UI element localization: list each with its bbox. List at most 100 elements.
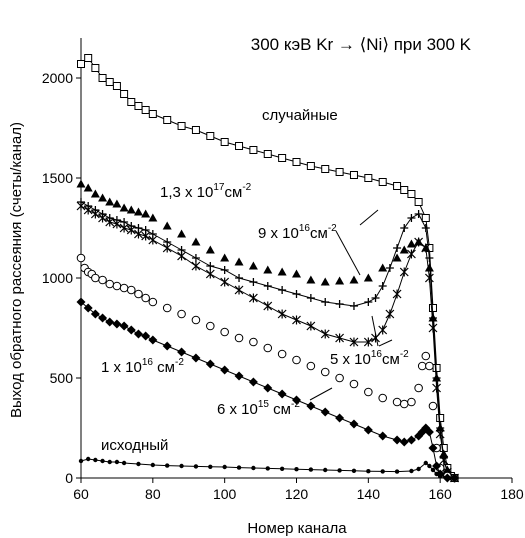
data-point [119,283,129,293]
data-point [105,317,115,327]
data-point [278,154,287,162]
data-point [428,314,437,322]
data-point [445,475,450,480]
data-point [378,282,387,290]
data-point [335,300,344,308]
data-point [378,263,388,272]
data-point [107,459,112,465]
data-point [191,315,201,325]
data-point [98,193,108,202]
data-point [105,279,115,289]
data-point [292,355,301,365]
data-point [335,276,345,285]
data-point [208,464,213,469]
series-4 [76,253,459,483]
data-point [222,464,227,470]
data-point [165,463,170,468]
data-point [406,239,416,248]
data-point [407,249,416,259]
data-point [119,203,129,212]
data-point [400,224,409,232]
data-point [234,371,244,381]
data-point [105,78,114,86]
data-point [84,54,93,62]
data-point [308,467,314,472]
label-random: случайные [262,107,338,124]
x-tick-label: 100 [213,486,237,502]
data-point [206,321,215,331]
data-point [193,464,199,469]
data-point [349,419,359,429]
data-point [385,309,395,319]
x-axis-label: Номер канала [247,520,347,537]
data-point [148,213,158,222]
data-point [114,459,120,465]
data-point [163,116,172,124]
data-point [141,209,151,218]
label-virgin: исходный [101,437,168,454]
data-point [366,469,371,474]
y-tick-label: 500 [50,370,74,386]
data-point [83,303,93,313]
series-layer [76,54,460,483]
data-point [136,461,141,467]
data-point [206,132,215,140]
data-point [134,289,143,299]
data-point [235,142,244,150]
data-point [399,399,409,409]
data-point [437,474,443,479]
data-point [98,313,108,323]
data-point [306,321,316,331]
data-point [133,329,143,339]
data-point [235,274,244,282]
data-point [90,309,100,319]
data-point [277,267,287,276]
data-point [294,467,299,472]
data-point [292,269,301,278]
data-point [349,379,359,389]
data-point [91,273,100,283]
data-point [351,468,357,473]
data-point [363,273,373,282]
data-point [119,223,129,233]
data-point [306,275,316,284]
data-point [191,353,201,363]
data-point [349,337,359,347]
data-point [263,265,273,274]
data-point [321,165,330,173]
data-point [364,174,373,182]
annotation-dose-2: 9 x 1016см-2 [258,223,337,242]
data-point [141,106,150,114]
data-point [248,377,258,387]
data-point [439,455,449,465]
data-point [98,74,107,82]
data-point [421,214,430,222]
data-point [306,361,316,371]
data-point [292,395,301,405]
y-tick-label: 1500 [42,170,73,186]
annotation-leader [378,339,393,347]
data-point [263,282,272,290]
data-point [148,235,158,245]
y-tick-label: 1000 [42,270,73,286]
data-point [191,261,201,271]
data-point [409,468,414,474]
data-point [98,213,107,223]
data-point [432,383,441,393]
data-point [385,264,394,272]
data-point [234,333,244,343]
data-point [424,427,434,437]
data-point [141,331,151,341]
data-point [206,262,215,270]
data-point [349,275,359,284]
data-point [126,225,136,235]
data-point [112,281,122,291]
data-point [364,298,373,306]
data-point [105,197,115,206]
data-point [414,237,424,247]
data-point [277,309,287,319]
annotation-leader [309,387,333,401]
data-point [177,347,187,357]
data-point [399,437,409,447]
